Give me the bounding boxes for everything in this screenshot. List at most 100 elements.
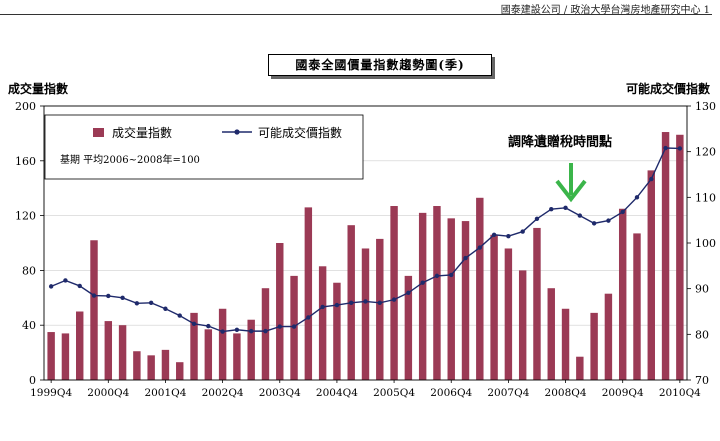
price-index-point	[663, 146, 667, 150]
price-index-point	[492, 233, 496, 237]
price-index-point	[363, 299, 367, 303]
price-index-point	[92, 293, 96, 297]
price-index-point	[406, 291, 410, 295]
price-index-point	[478, 245, 482, 249]
bar	[533, 228, 540, 380]
right-tick-label: 110	[695, 191, 716, 204]
bar	[648, 170, 655, 380]
bar	[219, 309, 226, 380]
bar	[448, 218, 455, 380]
price-index-point	[592, 221, 596, 225]
left-tick-label: 80	[22, 264, 36, 277]
price-index-point	[292, 324, 296, 328]
price-index-point	[449, 273, 453, 277]
right-tick-label: 90	[695, 283, 709, 296]
bar	[590, 313, 597, 380]
left-tick-label: 40	[22, 319, 36, 332]
price-index-point	[249, 329, 253, 333]
bar	[47, 332, 54, 380]
bar	[105, 321, 112, 380]
price-index-point	[78, 284, 82, 288]
bar	[390, 206, 397, 380]
price-index-point	[578, 213, 582, 217]
price-index-point	[535, 217, 539, 221]
bar	[205, 329, 212, 380]
price-index-point	[506, 234, 510, 238]
price-index-point	[420, 281, 424, 285]
x-tick-label: 2005Q4	[373, 387, 415, 399]
right-tick-label: 70	[695, 374, 709, 387]
right-tick-label: 80	[695, 328, 709, 341]
x-tick-label: 2001Q4	[144, 387, 186, 399]
price-index-point	[149, 301, 153, 305]
right-tick-label: 100	[695, 237, 716, 250]
bar	[462, 221, 469, 380]
price-index-point	[178, 313, 182, 317]
bar	[562, 309, 569, 380]
price-index-point	[378, 301, 382, 305]
price-index-point	[349, 301, 353, 305]
bar	[162, 350, 169, 380]
x-tick-label: 2008Q4	[545, 387, 587, 399]
legend: 成交量指數 可能成交價指數 基期 平均2006~2008年=100	[45, 115, 363, 179]
bar	[633, 233, 640, 380]
price-index-point	[435, 274, 439, 278]
price-index-point	[678, 146, 682, 150]
x-tick-label: 2009Q4	[602, 387, 644, 399]
bar	[419, 213, 426, 380]
price-index-point	[549, 207, 553, 211]
x-tick-label: 2003Q4	[259, 387, 301, 399]
bar	[519, 270, 526, 380]
x-tick-label: 2000Q4	[87, 387, 129, 399]
bar	[262, 288, 269, 380]
legend-box	[45, 115, 363, 179]
price-index-point	[335, 303, 339, 307]
bar	[119, 325, 126, 380]
bar	[676, 135, 683, 380]
bar	[233, 333, 240, 380]
left-tick-label: 120	[15, 210, 36, 223]
price-index-point	[235, 328, 239, 332]
legend-bar-label: 成交量指數	[112, 125, 172, 140]
legend-bar-swatch	[93, 128, 104, 137]
price-index-point	[49, 284, 53, 288]
price-index-point	[520, 229, 524, 233]
price-index-point	[263, 329, 267, 333]
right-tick-label: 130	[695, 100, 716, 113]
price-index-point	[635, 195, 639, 199]
price-index-point	[649, 177, 653, 181]
bar	[662, 132, 669, 380]
price-index-point	[320, 305, 324, 309]
bar	[176, 362, 183, 380]
x-tick-label: 2004Q4	[316, 387, 358, 399]
bar	[505, 248, 512, 380]
price-index-point	[106, 294, 110, 298]
bar	[619, 209, 626, 380]
price-index-point	[120, 296, 124, 300]
price-index-point	[306, 315, 310, 319]
price-index-point	[163, 307, 167, 311]
bar	[305, 207, 312, 380]
price-index-point	[206, 324, 210, 328]
left-tick-label: 200	[15, 100, 36, 113]
legend-line-label: 可能成交價指數	[258, 125, 342, 140]
bar	[362, 248, 369, 380]
bar	[433, 206, 440, 380]
bar	[147, 355, 154, 380]
bar	[333, 283, 340, 380]
bar	[247, 320, 254, 380]
bar	[490, 235, 497, 380]
bar	[133, 351, 140, 380]
bar	[62, 333, 69, 380]
price-index-point	[463, 256, 467, 260]
left-tick-label: 0	[29, 374, 36, 387]
price-index-point	[192, 322, 196, 326]
x-tick-label: 2002Q4	[202, 387, 244, 399]
x-tick-label: 2007Q4	[487, 387, 529, 399]
bar	[276, 243, 283, 380]
bar	[605, 294, 612, 380]
bar	[376, 239, 383, 380]
price-index-point	[392, 297, 396, 301]
price-index-point	[63, 278, 67, 282]
